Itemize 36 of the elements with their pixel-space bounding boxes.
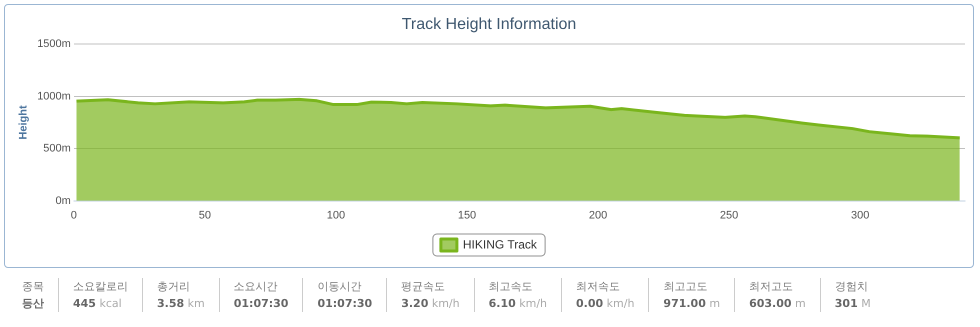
text: 소요시간 bbox=[234, 279, 279, 295]
text: 이동시간 bbox=[317, 279, 362, 295]
x-tick-label: 150 bbox=[458, 209, 476, 222]
x-tick-label: 100 bbox=[326, 209, 346, 222]
text: 등산 bbox=[22, 297, 44, 310]
y-axis-title: Height bbox=[18, 105, 30, 140]
y-tick-label: 500m bbox=[43, 142, 71, 155]
text: 최저고도 bbox=[749, 279, 794, 295]
x-tick-label: 250 bbox=[720, 209, 738, 222]
text: 971.00 m bbox=[663, 297, 720, 310]
text: 최고속도 bbox=[488, 279, 534, 295]
text: 603.00 m bbox=[749, 297, 806, 310]
y-tick-label: 0m bbox=[56, 194, 71, 207]
text: 0.00 km/h bbox=[576, 297, 634, 310]
y-tick-label: 1500m bbox=[37, 38, 71, 50]
x-tick-label: 50 bbox=[198, 209, 212, 222]
text: 3.58 km bbox=[157, 297, 205, 310]
text: 최저속도 bbox=[576, 279, 622, 295]
x-tick-label: 200 bbox=[588, 209, 608, 222]
text: 경험치 bbox=[834, 279, 869, 295]
text: 445 kcal bbox=[73, 297, 122, 310]
text: 소요칼로리 bbox=[73, 279, 128, 295]
x-tick-label: 300 bbox=[850, 209, 870, 222]
text: 최고고도 bbox=[663, 279, 708, 295]
chart-title: Track Height Information bbox=[402, 16, 576, 34]
text: 6.10 km/h bbox=[488, 297, 548, 310]
text: 01:07:30 bbox=[234, 297, 288, 310]
x-tick-label: 0 bbox=[70, 209, 77, 222]
text: 평균속도 bbox=[401, 279, 446, 295]
text: 총거리 bbox=[157, 279, 191, 295]
y-tick-label: 1000m bbox=[37, 90, 71, 102]
text: 3.20 km/h bbox=[401, 297, 460, 310]
legend-label: HIKING Track bbox=[462, 237, 538, 252]
text: 01:07:30 bbox=[317, 297, 372, 310]
text: 301 M bbox=[834, 297, 871, 310]
text: 종목 bbox=[22, 279, 44, 295]
